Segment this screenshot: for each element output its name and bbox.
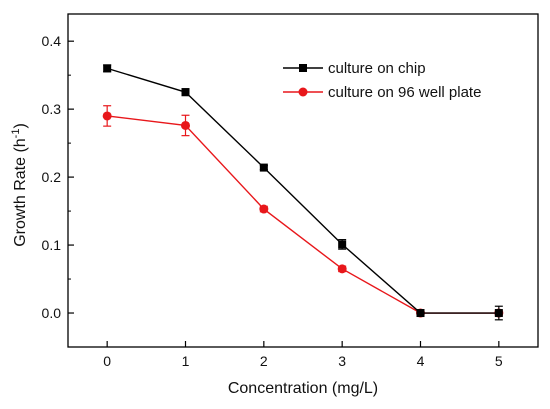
series-line: [106, 67, 499, 314]
data-point: [338, 240, 347, 249]
data-point: [259, 204, 269, 214]
series-chip: [103, 64, 503, 321]
data-point: [337, 264, 347, 274]
legend: culture on chip culture on 96 well plate: [283, 60, 481, 101]
legend-label: culture on chip: [328, 60, 426, 77]
data-point: [181, 88, 190, 97]
data-point: [259, 163, 268, 172]
x-tick-label: 5: [495, 353, 503, 369]
plot-frame: [67, 13, 539, 348]
legend-item: culture on chip: [283, 60, 426, 77]
x-tick-label: 2: [260, 353, 268, 369]
x-tick-label: 3: [338, 353, 346, 369]
legend-item: culture on 96 well plate: [283, 84, 481, 101]
data-point: [103, 64, 112, 73]
legend-marker: [299, 64, 307, 72]
y-tick-label: 0.4: [42, 33, 62, 49]
y-tick-label: 0.2: [42, 169, 62, 185]
x-tick-label: 1: [182, 353, 190, 369]
legend-marker: [298, 87, 308, 97]
y-axis-label: Growth Rate (h-1): [10, 123, 29, 247]
y-axis-ticks: 0.0 0.1 0.2 0.3 0.4: [42, 33, 74, 321]
series-well-plate: [102, 105, 504, 318]
x-axis-label: Concentration (mg/L): [228, 380, 378, 397]
data-point: [416, 309, 425, 318]
series-layer: [102, 64, 504, 321]
x-axis-ticks: 0 1 2 3 4 5: [103, 341, 503, 369]
data-point: [102, 111, 112, 121]
y-tick-label: 0.1: [42, 237, 62, 253]
x-tick-label: 4: [417, 353, 425, 369]
legend-label: culture on 96 well plate: [328, 84, 481, 101]
series-line: [107, 115, 499, 314]
data-point: [181, 120, 190, 130]
x-tick-label: 0: [103, 353, 111, 369]
data-point: [494, 309, 503, 318]
y-tick-label: 0.3: [42, 101, 62, 117]
y-tick-label: 0.0: [42, 305, 62, 321]
